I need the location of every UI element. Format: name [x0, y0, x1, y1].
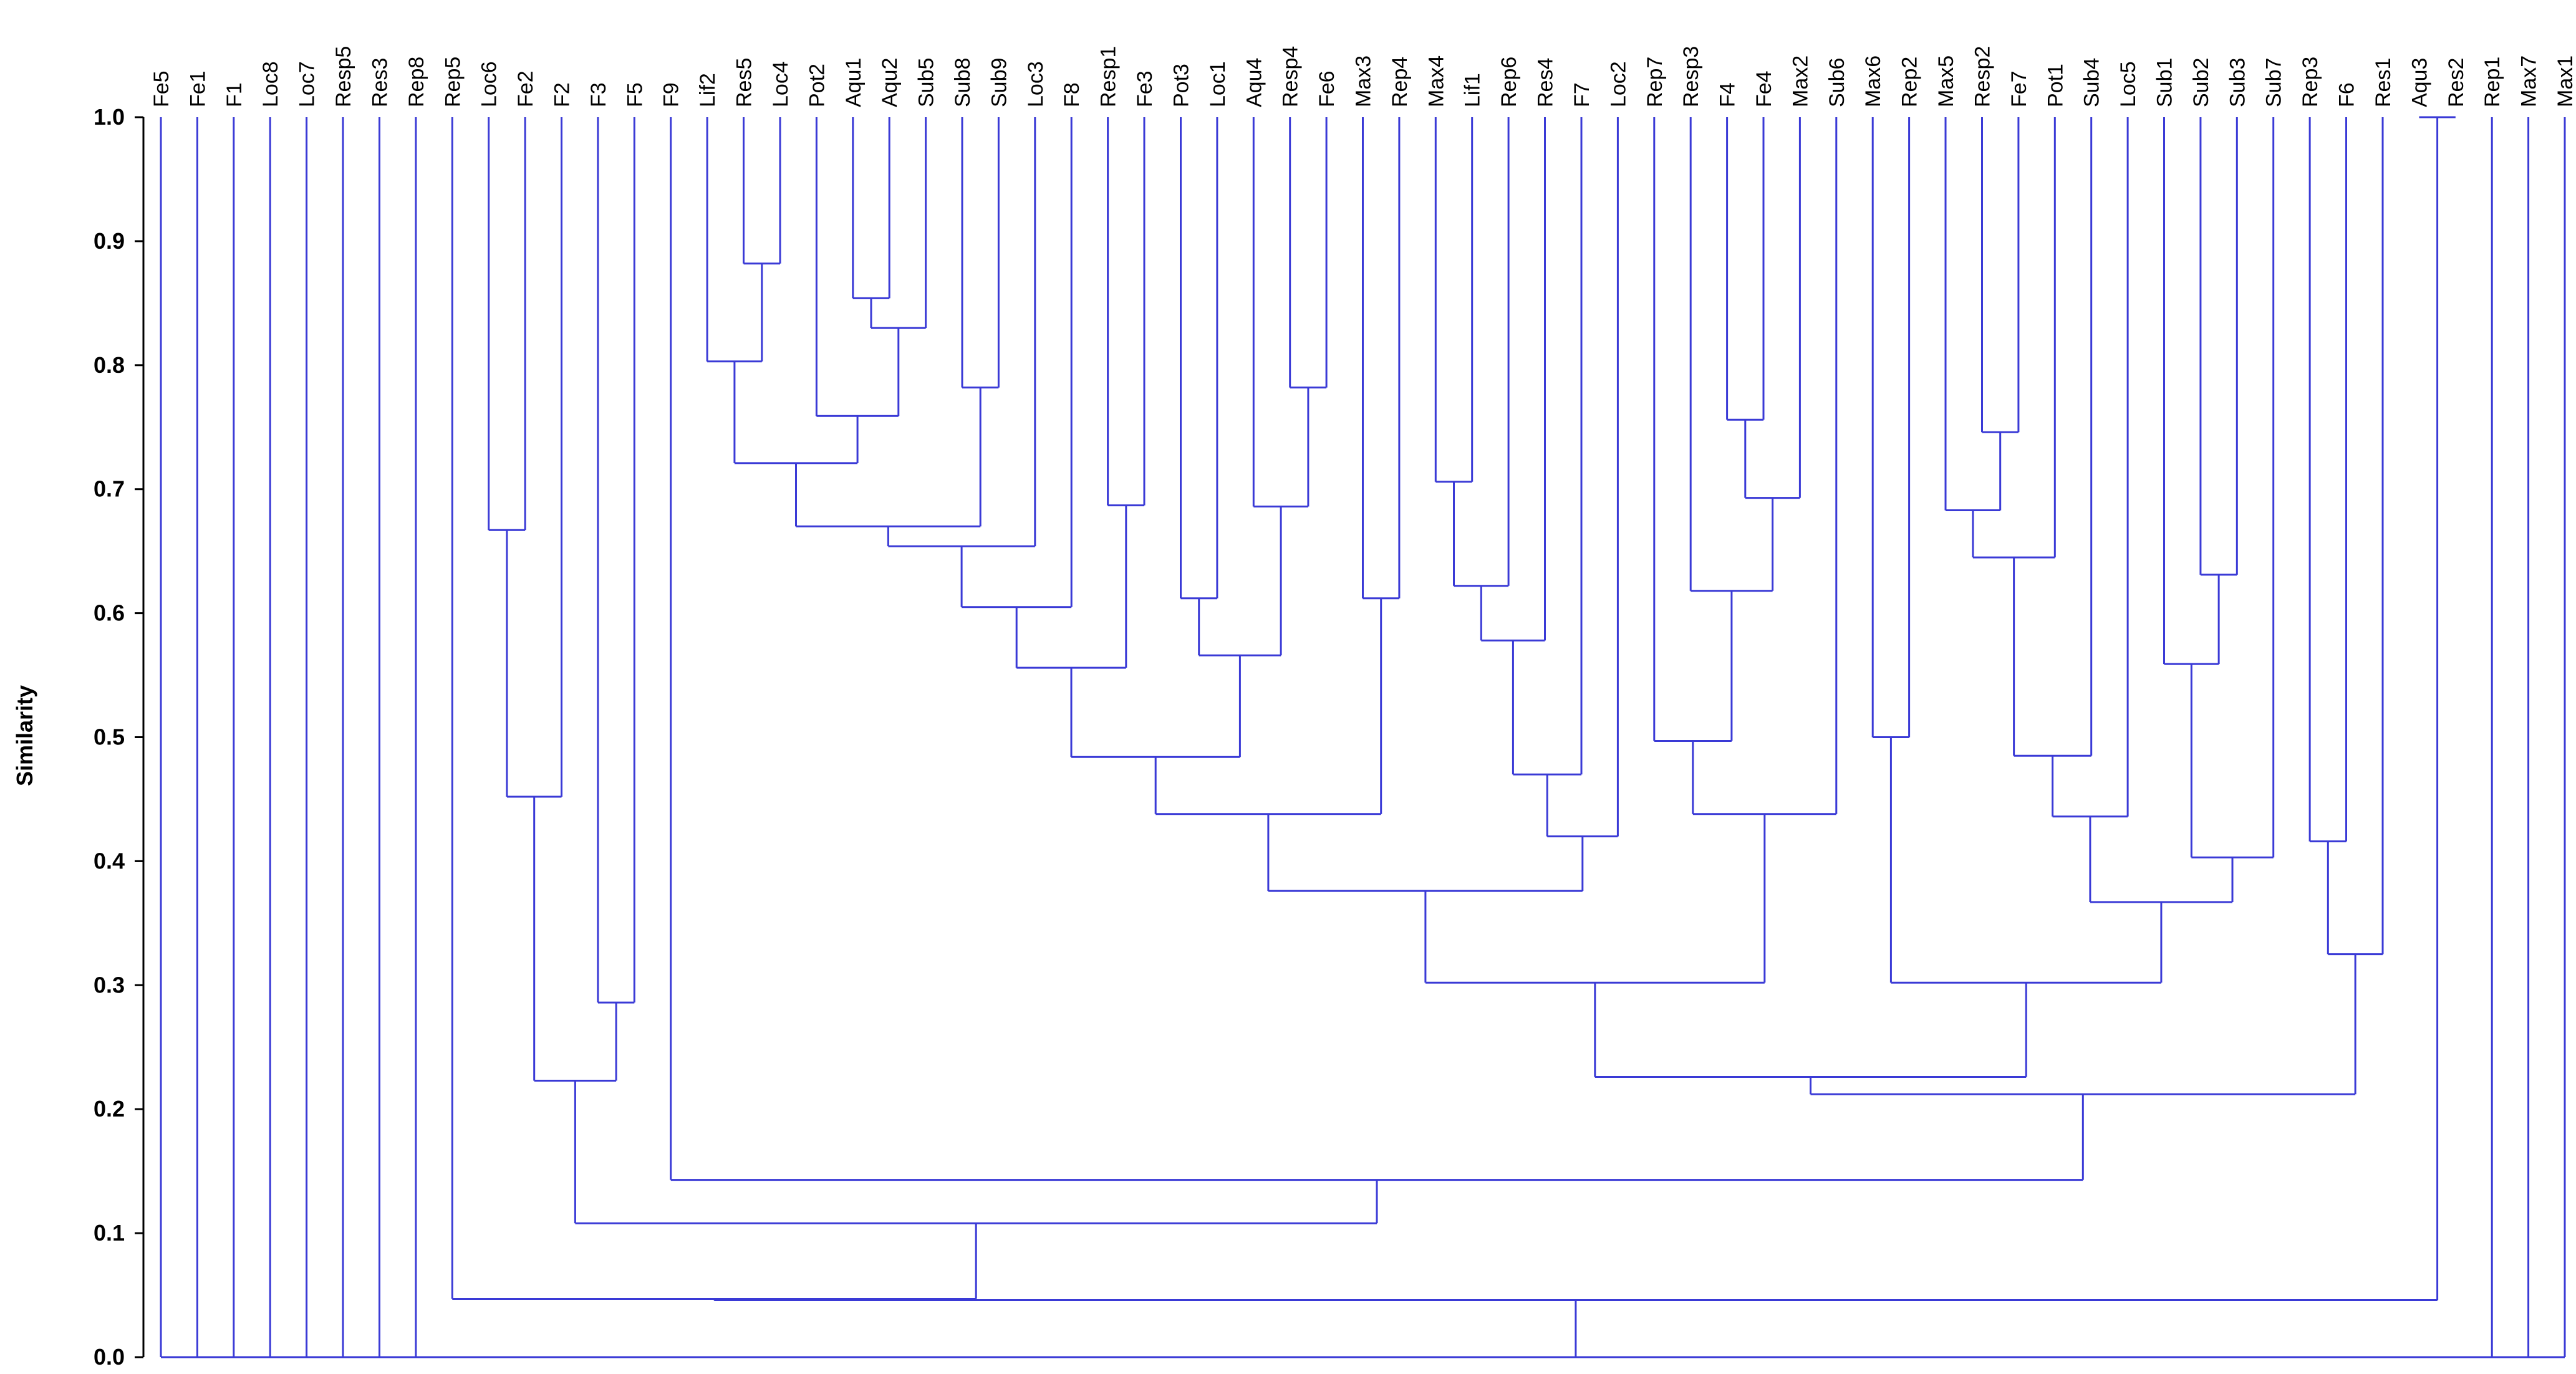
leaf-label: Res4	[1534, 58, 1558, 107]
leaf-label: Loc2	[1606, 61, 1630, 107]
leaf-label: Loc8	[259, 61, 282, 107]
y-tick-label: 0.4	[94, 848, 125, 873]
leaf-label: F9	[660, 82, 683, 107]
leaf-label: Sub4	[2080, 58, 2104, 107]
leaf-label: Rep1	[2481, 57, 2504, 107]
leaf-label: F7	[1570, 82, 1594, 107]
leaf-label: Sub9	[987, 58, 1011, 107]
leaf-label: Rep4	[1388, 57, 1412, 107]
leaf-label: Fe2	[514, 70, 538, 107]
leaf-label: F8	[1060, 82, 1084, 107]
leaf-label: Pot3	[1170, 64, 1194, 107]
leaf-label: Pot1	[2043, 64, 2067, 107]
leaf-label: Rep8	[405, 57, 428, 107]
leaf-label: Pot2	[805, 64, 829, 107]
y-tick-label: 0.2	[94, 1096, 125, 1122]
leaf-label: Lif1	[1461, 73, 1485, 107]
leaf-label: Aqu1	[842, 58, 866, 107]
leaf-label: Loc1	[1206, 61, 1230, 107]
y-ticks: 0.0 0.1 0.2 0.3 0.4 0.5 0.6 0.7 0.8 0.9 1.0	[94, 104, 143, 1370]
leaf-label: F4	[1716, 82, 1740, 107]
leaf-label: Sub6	[1825, 58, 1849, 107]
y-tick-label: 0.6	[94, 600, 125, 626]
leaf-label: Resp5	[332, 46, 355, 107]
leaf-label: Res2	[2444, 58, 2468, 107]
leaf-label: Loc5	[2116, 61, 2140, 107]
leaf-label: Fe5	[150, 70, 173, 107]
y-tick-label: 0.3	[94, 972, 125, 997]
leaf-label: Max3	[1352, 55, 1376, 107]
leaf-label: Loc3	[1024, 61, 1048, 107]
y-tick-label: 0.0	[94, 1344, 125, 1370]
leaf-label: Max7	[2517, 55, 2541, 107]
leaf-label: Fe6	[1315, 70, 1339, 107]
leaf-label: Max6	[1861, 55, 1885, 107]
leaf-label: Sub8	[951, 58, 975, 107]
leaf-label: Loc7	[296, 61, 319, 107]
y-tick-label: 0.8	[94, 352, 125, 378]
leaf-label: Resp1	[1097, 46, 1121, 107]
leaf-label: Fe4	[1752, 70, 1776, 107]
leaf-label: Max1	[2554, 55, 2576, 107]
leaf-label: Resp2	[1971, 46, 1995, 107]
leaf-label: Resp4	[1279, 46, 1303, 107]
y-axis-title: Similarity	[12, 685, 37, 786]
leaf-label: Res3	[369, 58, 392, 107]
y-tick-label: 1.0	[94, 104, 125, 130]
leaf-label: Res5	[733, 58, 756, 107]
leaf-label: Rep7	[1643, 57, 1667, 107]
leaf-label: Sub7	[2262, 58, 2286, 107]
y-tick-label: 0.1	[94, 1220, 125, 1246]
leaf-label: Max4	[1424, 55, 1448, 107]
leaf-label: Res1	[2371, 58, 2395, 107]
leaf-label: Loc4	[769, 61, 793, 107]
dendrogram-links	[160, 116, 2566, 1358]
leaf-label: F1	[223, 82, 246, 107]
leaf-label: Lif2	[696, 73, 720, 107]
leaf-label: Rep6	[1497, 57, 1521, 107]
leaf-label: Sub1	[2153, 58, 2177, 107]
leaf-label: Aqu4	[1242, 58, 1266, 107]
y-tick-label: 0.5	[94, 724, 125, 750]
leaf-label: Rep2	[1898, 57, 1922, 107]
leaf-label: F5	[623, 82, 647, 107]
leaf-label: Rep5	[441, 57, 465, 107]
leaf-label: Fe1	[186, 70, 210, 107]
leaf-label: Aqu3	[2408, 58, 2431, 107]
leaf-label: Sub5	[915, 58, 938, 107]
y-tick-label: 0.9	[94, 228, 125, 254]
leaf-label: F6	[2335, 82, 2359, 107]
leaf-label: Resp3	[1679, 46, 1703, 107]
leaf-label: Fe3	[1133, 70, 1157, 107]
leaf-label: F2	[551, 82, 574, 107]
leaf-label: Fe7	[2007, 70, 2031, 107]
y-tick-label: 0.7	[94, 476, 125, 502]
leaf-label: Max2	[1788, 55, 1812, 107]
leaf-label: Aqu2	[878, 58, 902, 107]
leaf-label: Sub3	[2226, 58, 2249, 107]
leaf-label: Loc6	[478, 61, 501, 107]
leaf-label: Sub2	[2189, 58, 2213, 107]
leaf-labels: Fe5 Fe1 F1 Loc8 Loc7 Resp5 Res3 Rep8 Rep5 Loc6 Fe2…	[150, 46, 2576, 107]
leaf-label: Rep3	[2299, 57, 2322, 107]
leaf-label: Max5	[1934, 55, 1958, 107]
leaf-label: F3	[587, 82, 610, 107]
